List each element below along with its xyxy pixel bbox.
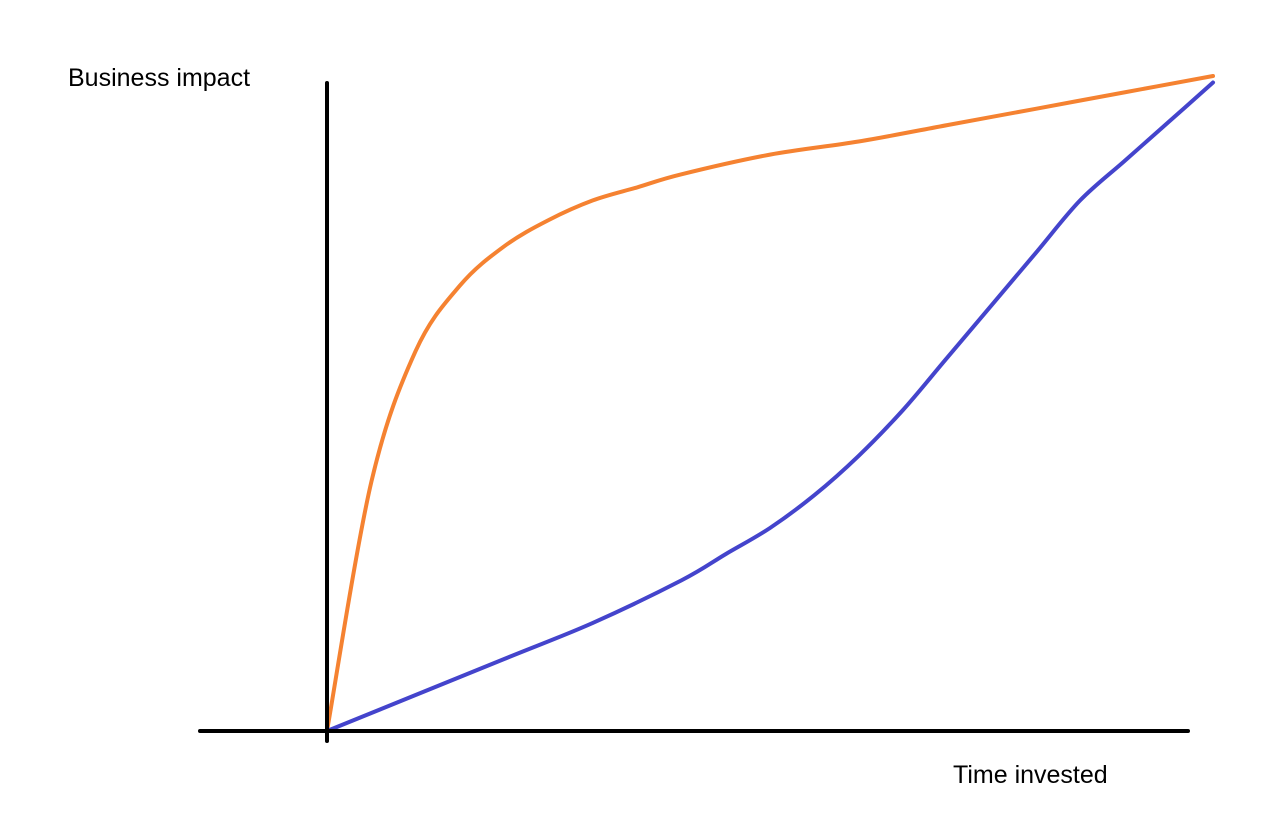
series-layer [325, 74, 1215, 733]
series-line-1 [325, 74, 1215, 733]
series-line-2 [325, 80, 1215, 733]
y-axis-label: Business impact [68, 64, 250, 92]
x-axis-label: Time invested [953, 761, 1108, 789]
